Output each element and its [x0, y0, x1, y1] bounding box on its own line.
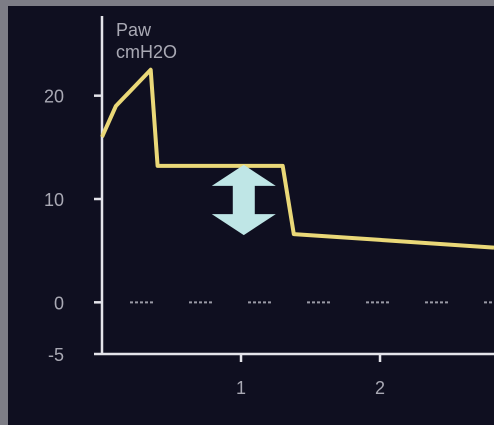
double-arrow-annotation	[211, 164, 276, 236]
x-tick-label: 2	[375, 378, 385, 398]
y-axis-label: Paw	[116, 20, 152, 40]
chart-panel: 20 10 0 -5 1 2 Paw cmH2O	[8, 6, 494, 425]
y-tick-label: 20	[44, 87, 64, 107]
x-tick-label: 1	[236, 378, 246, 398]
y-axis-label: cmH2O	[116, 42, 177, 62]
annotation-layer	[211, 164, 276, 236]
series-layer	[100, 67, 494, 250]
pressure-line	[100, 67, 494, 250]
y-tick-label: 10	[44, 190, 64, 210]
y-tick-label: 0	[54, 293, 64, 313]
y-tick-label: -5	[48, 345, 64, 365]
axes	[94, 16, 494, 362]
